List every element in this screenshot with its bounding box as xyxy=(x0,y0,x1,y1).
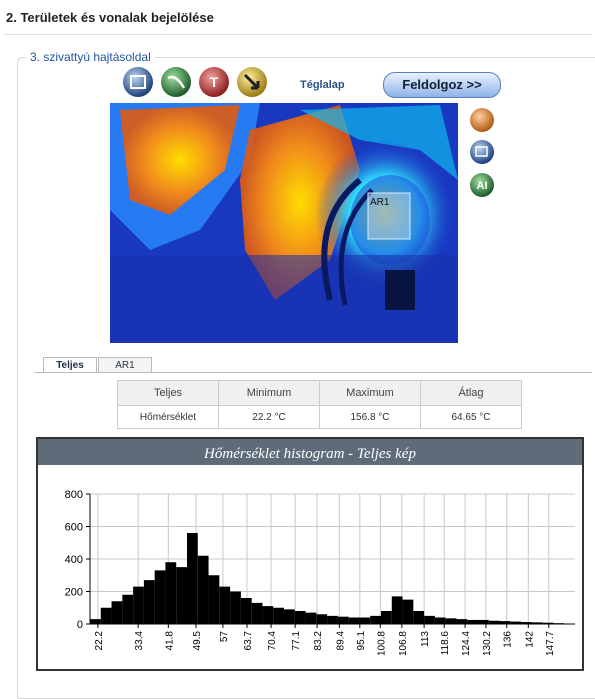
x-tick-label: 95.1 xyxy=(356,631,367,651)
bar xyxy=(338,617,349,624)
x-tick-label: 118.6 xyxy=(440,631,451,656)
header-cell: Teljes xyxy=(118,381,219,406)
zoom-button[interactable] xyxy=(470,108,494,132)
bar xyxy=(359,618,370,625)
x-tick-label: 33.4 xyxy=(134,631,145,651)
bar xyxy=(144,580,155,624)
export-button[interactable] xyxy=(470,140,494,164)
x-tick-label: 124.4 xyxy=(461,631,472,656)
x-tick-label: 106.8 xyxy=(398,631,409,656)
thermal-image: AR1 xyxy=(110,103,458,343)
icon-text: AI xyxy=(477,180,488,192)
bar xyxy=(133,587,144,624)
x-tick-label: 147.7 xyxy=(545,631,556,656)
tab-line xyxy=(34,372,592,373)
x-tick-label: 113 xyxy=(420,631,431,647)
bar xyxy=(209,575,220,624)
bar xyxy=(446,618,457,624)
x-tick-label: 77.1 xyxy=(291,631,302,651)
icon-text: T xyxy=(210,74,219,90)
bar xyxy=(467,620,478,624)
image-box xyxy=(385,270,415,310)
bar xyxy=(413,611,424,624)
x-tick-label: 41.8 xyxy=(164,631,175,651)
bar xyxy=(370,616,381,624)
x-tick-label: 100.8 xyxy=(376,631,387,656)
stats-table: Teljes Minimum Maximum Átlag Hőmérséklet… xyxy=(117,380,522,429)
x-tick-label: 49.5 xyxy=(192,631,203,651)
bar xyxy=(219,587,230,624)
bar xyxy=(435,618,446,625)
y-tick-label: 600 xyxy=(65,522,83,534)
x-tick-label: 83.2 xyxy=(313,631,324,651)
bar xyxy=(284,609,295,624)
x-tick-label: 70.4 xyxy=(267,631,278,651)
bar xyxy=(230,592,241,625)
chart-frame xyxy=(37,438,583,670)
x-tick-label: 57 xyxy=(219,631,230,643)
graphics: T AR1 AI Hőmérséklet histogram - Teljes … xyxy=(0,0,595,680)
x-tick-label: 136 xyxy=(503,631,514,648)
bar xyxy=(198,556,209,624)
bar xyxy=(327,616,338,624)
header-cell: Átlag xyxy=(421,381,522,406)
x-tick-label: 63.7 xyxy=(243,631,254,651)
table-header: Teljes Minimum Maximum Átlag xyxy=(118,381,522,406)
x-tick-label: 89.4 xyxy=(335,631,346,651)
bar xyxy=(349,618,360,625)
bar xyxy=(392,596,403,624)
bar xyxy=(122,595,133,624)
tab[interactable]: AR1 xyxy=(98,357,152,373)
cell: 64.65 °C xyxy=(421,406,522,429)
chart-title: Hőmérséklet histogram - Teljes kép xyxy=(203,446,416,462)
x-tick-label: 130.2 xyxy=(482,631,493,656)
y-tick-label: 200 xyxy=(65,587,83,599)
rect-tool[interactable] xyxy=(123,67,153,97)
toolbar: T xyxy=(123,67,267,97)
bar xyxy=(155,570,166,624)
table-row: Hőmérséklet 22.2 °C 156.8 °C 64.65 °C xyxy=(118,406,522,429)
bar xyxy=(478,620,489,624)
bar xyxy=(273,608,284,624)
bar xyxy=(295,611,306,624)
bar xyxy=(424,616,435,624)
page: {"header": {"title": "2. Területek és vo… xyxy=(0,0,595,680)
bar xyxy=(403,600,414,624)
cell: Hőmérséklet xyxy=(118,406,219,429)
cell: 156.8 °C xyxy=(320,406,421,429)
bar xyxy=(252,603,263,624)
bar xyxy=(90,619,101,624)
y-tick-label: 0 xyxy=(77,619,83,631)
cell: 22.2 °C xyxy=(219,406,320,429)
header-cell: Minimum xyxy=(219,381,320,406)
bar xyxy=(187,533,198,624)
tool-label: Téglalap xyxy=(300,79,345,91)
y-tick-label: 800 xyxy=(65,489,83,501)
bar xyxy=(176,567,187,624)
bar xyxy=(112,601,123,624)
region-label: AR1 xyxy=(370,197,390,208)
bar xyxy=(316,614,327,624)
line-tool[interactable] xyxy=(161,67,191,97)
bar xyxy=(101,608,112,624)
bar xyxy=(381,611,392,624)
bar xyxy=(306,613,317,624)
x-tick-label: 142 xyxy=(524,631,535,648)
process-button[interactable]: Feldolgoz >> xyxy=(383,72,501,98)
bar xyxy=(456,619,467,624)
bar xyxy=(241,598,252,624)
y-tick-label: 400 xyxy=(65,554,83,566)
header-cell: Maximum xyxy=(320,381,421,406)
bar xyxy=(262,606,273,624)
x-tick-label: 22.2 xyxy=(94,631,105,651)
bar xyxy=(165,562,176,624)
tab[interactable]: Teljes xyxy=(43,357,97,373)
